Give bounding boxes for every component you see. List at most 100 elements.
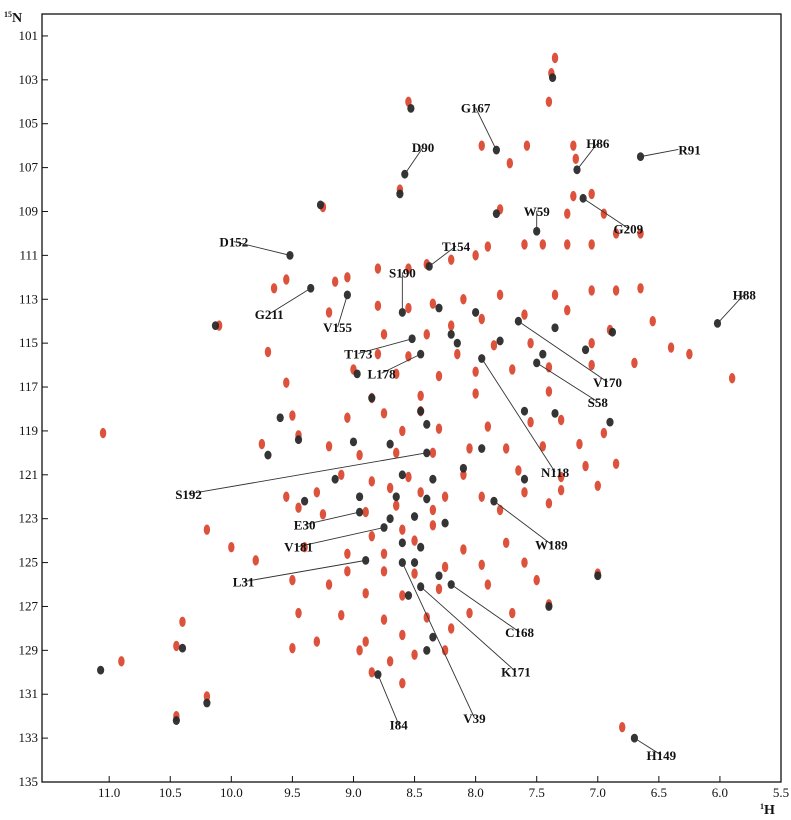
peak-black [264, 450, 272, 460]
peak-red [380, 408, 388, 419]
peak-red [649, 316, 656, 327]
x-tick-label: 7.5 [529, 785, 545, 800]
peak-red [380, 614, 388, 625]
peak-red [380, 548, 388, 559]
peak-label: K171 [501, 665, 531, 680]
peak-label: S192 [175, 487, 202, 502]
y-tick-label: 121 [19, 467, 39, 482]
peak-red [228, 542, 235, 553]
peak-red [374, 300, 382, 312]
peak-black [276, 413, 284, 423]
peak-markers [97, 52, 736, 743]
y-tick-label: 135 [19, 774, 39, 789]
peak-black [380, 523, 388, 532]
peak-red [405, 263, 412, 274]
peak-red [258, 438, 266, 450]
leader-line [582, 197, 629, 229]
peak-label: W189 [535, 537, 568, 552]
y-tick-label: 129 [19, 642, 39, 657]
x-tick-label: 7.0 [590, 785, 606, 800]
peak-red [399, 590, 406, 601]
peak-red [447, 623, 455, 634]
plot-frame [41, 13, 782, 783]
peak-label: C168 [505, 625, 534, 640]
peak-black [355, 492, 364, 502]
leader-line [717, 293, 745, 324]
y-tick-label: 127 [19, 598, 39, 613]
peak-red [570, 140, 577, 151]
leader-line [268, 287, 311, 315]
peak-red [270, 283, 278, 294]
y-tick-label: 101 [19, 28, 39, 43]
peak-black [423, 419, 431, 429]
peak-red [344, 566, 351, 577]
y-tick-label: 133 [19, 730, 39, 745]
peak-black [410, 558, 419, 567]
leader-line [401, 562, 475, 718]
peak-black [429, 632, 437, 642]
leader-line [481, 358, 556, 473]
peak-red [728, 373, 736, 384]
peak-label: W59 [524, 204, 551, 219]
peak-red [509, 607, 516, 619]
peak-red [99, 427, 107, 439]
y-axis-title-superscript: 15 [4, 10, 12, 19]
peak-red [588, 337, 595, 349]
peak-black [551, 408, 559, 418]
peak-red [509, 364, 516, 375]
peak-red [252, 555, 259, 566]
peak-red [362, 506, 369, 518]
peak-red [386, 482, 394, 494]
peak-black [398, 538, 406, 548]
peak-red [572, 153, 579, 165]
axis-titles: 15N 1H [4, 10, 775, 818]
x-axis-title-superscript: 1 [760, 802, 764, 811]
peak-red [295, 502, 302, 513]
peak-red [545, 498, 553, 509]
peak-black [404, 591, 413, 600]
peak-black [396, 189, 404, 199]
peak-red [557, 414, 565, 426]
peak-black [435, 571, 443, 581]
peak-red [368, 531, 376, 542]
peak-red [472, 250, 479, 261]
peak-label: D90 [412, 140, 434, 155]
peak-black [472, 308, 480, 317]
peak-label: L178 [367, 366, 396, 381]
peak-red [484, 579, 492, 590]
peak-red [356, 645, 363, 656]
peak-black [410, 512, 419, 521]
peak-red [344, 412, 351, 423]
leader-line [518, 320, 608, 383]
peak-black [581, 345, 590, 355]
y-tick-label: 107 [19, 160, 39, 175]
peak-black [392, 492, 400, 502]
peak-red [506, 158, 514, 169]
peak-red [490, 340, 498, 351]
peak-red [283, 491, 290, 502]
peak-red [612, 458, 620, 470]
peak-black [423, 645, 431, 655]
peak-red [399, 629, 406, 641]
peak-red [478, 559, 485, 570]
peak-red [521, 239, 528, 250]
peak-label: S190 [389, 265, 416, 280]
peak-black [386, 514, 394, 524]
peak-red [356, 449, 363, 461]
y-tick-label: 131 [19, 686, 39, 701]
peak-black [551, 323, 559, 333]
y-tick-label: 103 [19, 72, 39, 87]
peak-black [441, 518, 449, 528]
leader-line [576, 142, 599, 171]
peak-red [576, 438, 583, 450]
leader-line [640, 148, 679, 158]
peak-black [316, 200, 325, 210]
peak-red [411, 568, 418, 579]
peak-red [619, 721, 626, 733]
peak-red [454, 348, 461, 360]
peak-red [338, 610, 345, 621]
peak-red [405, 302, 412, 314]
peak-red [539, 239, 547, 250]
peak-red [289, 642, 296, 654]
x-axis-title: 1H [760, 802, 775, 818]
